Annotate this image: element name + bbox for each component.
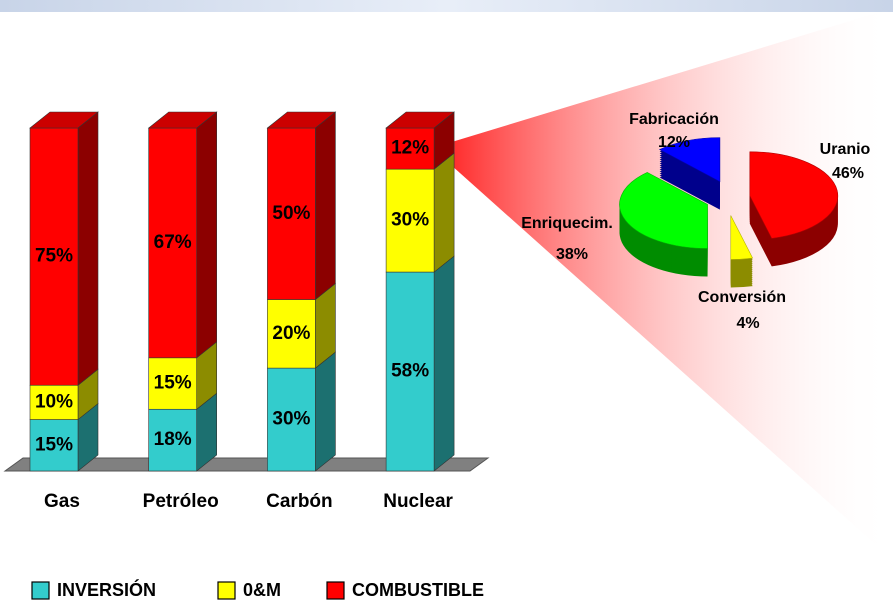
bar-segment [267, 367, 316, 472]
bar-segment [385, 271, 435, 472]
data-label: 67% [154, 232, 192, 253]
slice-value: 46% [832, 165, 864, 182]
legend-swatch [217, 581, 236, 600]
bar-top [266, 111, 337, 129]
bar-side [433, 152, 455, 273]
data-label: 10% [35, 391, 73, 412]
legend-label: 0&M [243, 580, 281, 600]
top-band [0, 0, 893, 12]
x-tick-label: Nuclear [383, 491, 453, 512]
x-tick-label: Gas [44, 491, 80, 512]
pie-slice [619, 172, 708, 249]
bar-segment [148, 408, 197, 472]
data-label: 15% [154, 373, 192, 394]
data-label: 18% [154, 429, 192, 450]
pie-slice [730, 215, 754, 260]
bar-segment [29, 127, 79, 386]
projection-beam [432, 8, 893, 560]
x-tick-label: Petróleo [143, 491, 219, 512]
x-tick-label: Carbón [266, 491, 333, 512]
bar-side [433, 255, 455, 472]
data-label: 75% [35, 246, 73, 267]
bar-side [196, 111, 217, 359]
bar-side [315, 351, 336, 472]
slice-value: 12% [658, 134, 690, 151]
slice-name: Uranio [820, 141, 871, 158]
slice-value: 4% [736, 315, 759, 332]
data-label: 58% [391, 361, 429, 382]
data-label: 30% [391, 210, 429, 231]
bar-top [147, 111, 218, 129]
bar-side [77, 111, 99, 386]
bar-segment [385, 127, 435, 170]
pie-slice [749, 151, 839, 239]
bar-segment [267, 127, 316, 300]
data-label: 30% [272, 409, 310, 430]
bar-side [315, 111, 336, 301]
legend-label: COMBUSTIBLE [352, 580, 484, 600]
legend-swatch [31, 581, 50, 600]
slice-name: Enriquecim. [521, 215, 613, 232]
bar-segment [29, 419, 79, 472]
slice-name: Fabricación [629, 111, 719, 128]
legend-label: INVERSIÓN [57, 579, 156, 600]
data-label: 12% [391, 138, 429, 159]
data-label: 50% [272, 203, 310, 224]
slice-name: Conversión [698, 289, 786, 306]
bar-top [385, 111, 455, 129]
bar-top [29, 111, 99, 129]
bar-segment [148, 127, 197, 359]
bar-segment [148, 357, 197, 410]
bar-segment [29, 384, 79, 420]
legend-swatch [326, 581, 345, 600]
bar-segment [267, 299, 316, 369]
slice-value: 38% [556, 246, 588, 263]
data-label: 20% [272, 323, 310, 344]
pie-slice [658, 137, 721, 183]
data-label: 15% [35, 434, 73, 455]
